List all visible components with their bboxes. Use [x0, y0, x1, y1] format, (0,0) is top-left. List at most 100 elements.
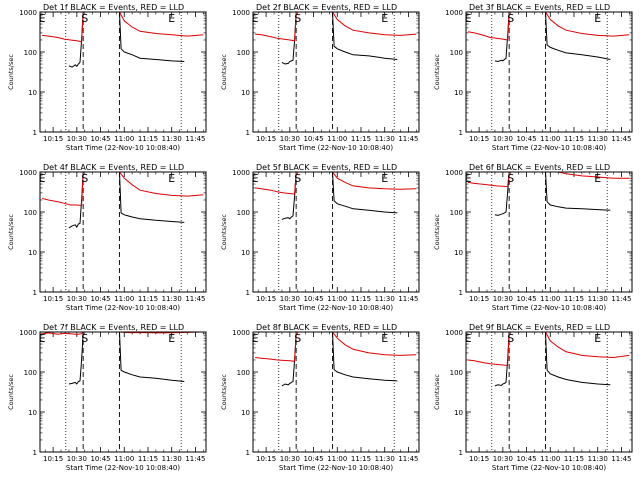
- chart-panel: Det 9f BLACK = Events, RED = LLD Counts/s…: [433, 323, 633, 472]
- marker-label: E: [168, 332, 175, 345]
- x-tick-label: 10:15: [256, 135, 276, 143]
- x-tick-label: 11:15: [138, 295, 158, 303]
- y-tick-label: 1000: [445, 9, 463, 17]
- y-tick-label: 10: [28, 89, 37, 97]
- chart-panel: Det 7f BLACK = Events, RED = LLD Counts/s…: [7, 323, 207, 472]
- x-tick-label: 11:00: [327, 135, 347, 143]
- chart-panel: Det 6f BLACK = Events, RED = LLD Counts/s…: [433, 163, 633, 312]
- y-tick-label: 1: [246, 129, 250, 137]
- series-line: [545, 12, 611, 60]
- x-tick-label: 11:45: [185, 455, 205, 463]
- x-tick-label: 11:00: [327, 295, 347, 303]
- series-line: [255, 332, 297, 362]
- x-tick-label: 11:45: [611, 295, 631, 303]
- y-tick-label: 10: [28, 249, 37, 257]
- series-lld: [468, 332, 630, 367]
- series-line: [119, 12, 185, 62]
- y-tick-label: 1: [459, 129, 463, 137]
- x-tick-label: 11:00: [114, 455, 134, 463]
- marker-label: E: [465, 12, 472, 25]
- series-line: [468, 12, 510, 41]
- series-line: [119, 12, 204, 37]
- marker-label: S: [81, 332, 88, 345]
- series-lld: [468, 12, 630, 41]
- plot-frame: [39, 11, 207, 133]
- series-line: [119, 172, 185, 223]
- y-tick-label: 10: [241, 409, 250, 417]
- x-tick-label: 11:30: [375, 455, 395, 463]
- x-axis-label: Start Time (22-Nov-10 10:08:40): [492, 304, 606, 312]
- series-line: [119, 332, 185, 382]
- marker-label: E: [381, 172, 388, 185]
- x-tick-label: 11:30: [588, 455, 608, 463]
- x-axis-label: Start Time (22-Nov-10 10:08:40): [279, 464, 393, 472]
- y-tick-label: 1000: [445, 329, 463, 337]
- series-line: [494, 172, 510, 216]
- plot-frame: [465, 11, 633, 133]
- x-tick-label: 11:45: [611, 135, 631, 143]
- series-line: [545, 332, 630, 359]
- y-axis-label: Counts/sec: [433, 374, 441, 410]
- x-tick-label: 11:30: [375, 135, 395, 143]
- series-line: [281, 172, 297, 220]
- x-tick-label: 11:00: [114, 295, 134, 303]
- series-events: [281, 332, 398, 387]
- series-line: [281, 12, 297, 65]
- chart-panel: Det 3f BLACK = Events, RED = LLD Counts/s…: [433, 3, 633, 152]
- y-tick-label: 10: [454, 89, 463, 97]
- x-tick-label: 10:45: [90, 295, 110, 303]
- y-axis-label: Counts/sec: [433, 54, 441, 90]
- x-tick-label: 10:15: [43, 135, 63, 143]
- marker-label: S: [507, 12, 514, 25]
- series-events: [68, 12, 185, 68]
- x-axis-label: Start Time (22-Nov-10 10:08:40): [279, 144, 393, 152]
- series-line: [332, 12, 398, 60]
- x-axis-label: Start Time (22-Nov-10 10:08:40): [66, 304, 180, 312]
- series-events: [281, 172, 398, 220]
- x-tick-label: 10:15: [469, 135, 489, 143]
- marker-label: E: [465, 172, 472, 185]
- x-tick-label: 11:00: [540, 295, 560, 303]
- y-axis-label: Counts/sec: [7, 214, 15, 250]
- marker-label: S: [294, 332, 301, 345]
- y-tick-label: 100: [237, 369, 250, 377]
- chart-panel: Det 8f BLACK = Events, RED = LLD Counts/s…: [220, 323, 420, 472]
- series-lld: [468, 172, 630, 188]
- marker-label: S: [507, 172, 514, 185]
- x-tick-label: 11:00: [540, 455, 560, 463]
- y-tick-label: 100: [237, 49, 250, 57]
- marker-label: E: [252, 12, 259, 25]
- y-tick-label: 1: [246, 449, 250, 457]
- series-line: [332, 12, 417, 36]
- marker-label: S: [81, 172, 88, 185]
- series-line: [42, 332, 84, 335]
- marker-label: E: [465, 332, 472, 345]
- x-tick-label: 10:30: [493, 135, 513, 143]
- y-axis-label: Counts/sec: [7, 54, 15, 90]
- x-tick-label: 11:00: [540, 135, 560, 143]
- y-tick-label: 10: [454, 249, 463, 257]
- x-tick-label: 10:30: [67, 135, 87, 143]
- marker-label: E: [252, 332, 259, 345]
- x-tick-label: 10:45: [90, 135, 110, 143]
- x-tick-label: 11:15: [351, 295, 371, 303]
- series-line: [332, 172, 398, 214]
- x-axis-label: Start Time (22-Nov-10 10:08:40): [66, 464, 180, 472]
- y-tick-label: 1000: [445, 169, 463, 177]
- y-tick-label: 1: [459, 289, 463, 297]
- y-axis-label: Counts/sec: [220, 374, 228, 410]
- plot-frame: [465, 171, 633, 293]
- series-events: [281, 12, 398, 65]
- x-tick-label: 10:30: [280, 455, 300, 463]
- x-tick-label: 10:30: [280, 135, 300, 143]
- series-line: [42, 12, 84, 43]
- x-tick-label: 10:30: [493, 295, 513, 303]
- y-tick-label: 100: [24, 49, 37, 57]
- series-line: [255, 172, 297, 195]
- y-tick-label: 1: [459, 449, 463, 457]
- marker-label: E: [39, 12, 46, 25]
- series-line: [41, 172, 84, 207]
- series-lld: [255, 12, 417, 42]
- x-tick-label: 10:45: [516, 295, 536, 303]
- y-tick-label: 1000: [232, 329, 250, 337]
